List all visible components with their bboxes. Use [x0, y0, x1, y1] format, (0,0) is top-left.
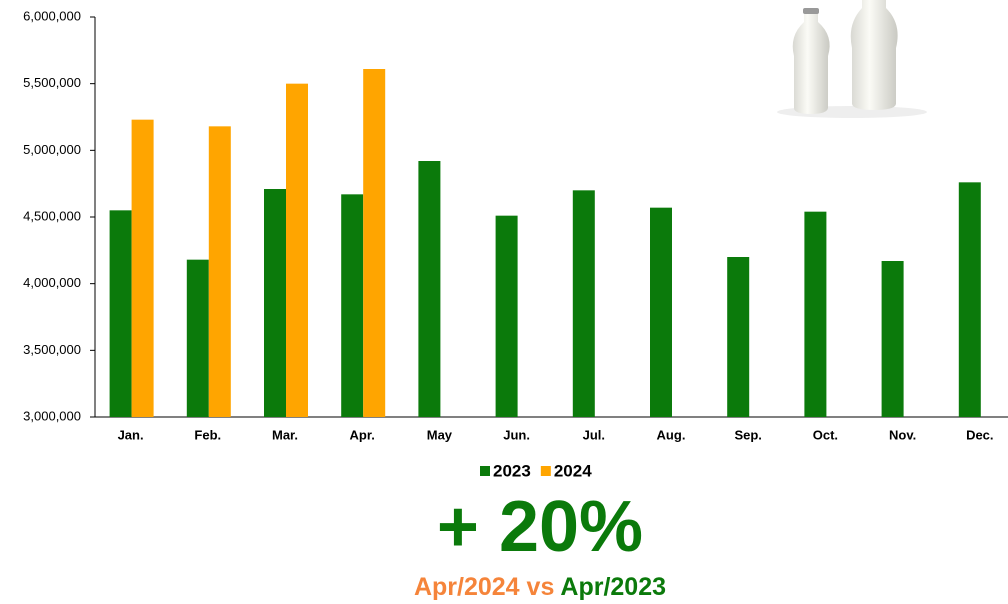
y-tick-label: 3,500,000: [23, 342, 81, 357]
milk-bottles: [777, 0, 927, 118]
bar: [882, 261, 904, 417]
bar: [341, 194, 363, 417]
bar: [132, 120, 154, 417]
x-tick-label: Aug.: [657, 427, 686, 442]
x-tick-label: Sep.: [734, 427, 761, 442]
chart: + 20% Apr/2024 vs Apr/2023 3,000,000 3,50…: [0, 0, 1008, 604]
x-tick-label: May: [427, 427, 453, 442]
y-tick-label: 5,500,000: [23, 75, 81, 90]
bar: [418, 161, 440, 417]
x-tick-label: Feb.: [194, 427, 221, 442]
bar: [286, 84, 308, 417]
legend-label: 2024: [554, 461, 592, 480]
bar: [264, 189, 286, 417]
x-tick-label: Jun.: [503, 427, 530, 442]
comparison-previous: Apr/2023: [560, 573, 666, 601]
bottle-cap: [803, 8, 819, 14]
x-tick-label: Oct.: [813, 427, 838, 442]
x-tick-label: Jan.: [118, 427, 144, 442]
comparison-current: Apr/2024: [414, 573, 520, 601]
comparison-vs: vs: [527, 573, 555, 601]
bar: [959, 182, 981, 417]
x-tick-label: Nov.: [889, 427, 916, 442]
y-tick-label: 4,500,000: [23, 208, 81, 223]
headline: + 20%: [437, 487, 643, 567]
x-tick-label: Mar.: [272, 427, 298, 442]
comparison: Apr/2024 vs Apr/2023: [414, 573, 666, 601]
bar: [573, 190, 595, 417]
legend-swatch: [480, 466, 490, 476]
x-tick-label: Apr.: [350, 427, 375, 442]
bar: [209, 126, 231, 417]
y-tick-label: 5,000,000: [23, 142, 81, 157]
bar: [496, 216, 518, 417]
bar: [650, 208, 672, 417]
y-tick-label: 3,000,000: [23, 408, 81, 423]
bottle: [851, 0, 898, 110]
x-tick-label: Dec.: [966, 427, 993, 442]
y-tick-label: 6,000,000: [23, 8, 81, 23]
bar: [363, 69, 385, 417]
legend-swatch: [541, 466, 551, 476]
x-tick-label: Jul.: [583, 427, 605, 442]
bar: [187, 260, 209, 417]
bar: [727, 257, 749, 417]
legend-label: 2023: [493, 461, 531, 480]
bottle: [793, 10, 830, 114]
bar: [110, 210, 132, 417]
bar: [804, 212, 826, 417]
y-tick-label: 4,000,000: [23, 275, 81, 290]
